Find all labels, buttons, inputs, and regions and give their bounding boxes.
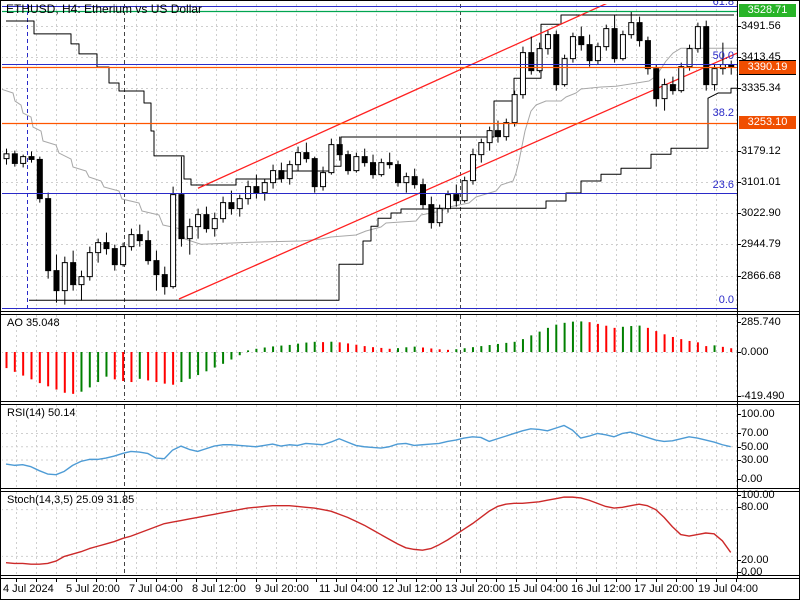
main-pane[interactable]: [1, 1, 800, 310]
stoch-pane[interactable]: [1, 492, 737, 574]
candles[interactable]: [3, 11, 735, 305]
ao-pane[interactable]: [1, 315, 737, 400]
rsi-pane[interactable]: [1, 405, 737, 487]
